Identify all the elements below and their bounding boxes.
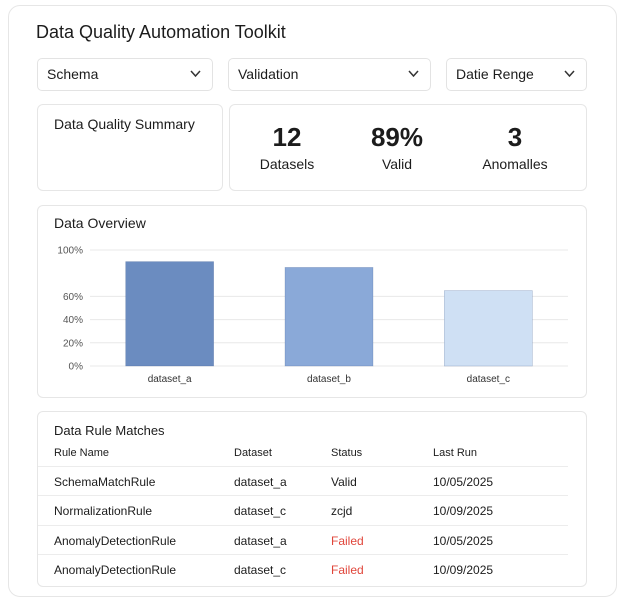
table-cell: 10/05/2025 [433,475,494,489]
table-cell: dataset_c [234,563,287,577]
dropdown-label: Schema [47,66,99,82]
bar [284,267,374,367]
x-tick-label: dataset_a [148,374,192,385]
x-tick-label: dataset_b [307,374,351,385]
dropdown-label: Validation [238,66,299,82]
stat-value: 3 [507,122,523,152]
y-tick-label: 100% [57,246,83,257]
row-separator [38,495,568,496]
table-cell: SchemaMatchRule [54,475,156,489]
table-cell: NormalizationRule [54,504,153,518]
table-cell: 10/09/2025 [433,563,494,577]
status-cell: Failed [331,563,364,577]
chevron [190,70,201,78]
app-title: Data Quality Automation Toolkit [36,22,286,42]
column-header: Status [331,447,363,459]
date-range-dropdown[interactable]: Datie Renge [446,58,587,91]
schema-dropdown[interactable]: Schema [37,58,213,91]
table-cell: dataset_a [234,534,287,548]
y-tick-label: 0% [69,362,84,373]
stat-label: Valid [381,156,413,172]
x-tick-label: dataset_c [467,374,510,385]
chevron [564,70,575,78]
y-tick-label: 20% [63,338,83,349]
y-tick-label: 40% [63,315,83,326]
table-cell: AnomalyDetectionRule [54,563,177,577]
table-card [37,411,587,587]
stat-label: Datasels [259,156,315,172]
table-cell: AnomalyDetectionRule [54,534,177,548]
bar [444,290,533,367]
summary-title: Data Quality Summary [54,116,195,132]
table-title: Data Rule Matches [54,423,165,438]
validation-dropdown[interactable]: Validation [228,58,431,91]
status-cell: Valid [331,475,357,489]
column-header: Dataset [234,447,272,459]
summary-card [37,104,223,191]
y-tick-label: 60% [63,292,83,303]
row-separator [38,525,568,526]
column-header: Last Run [433,447,478,459]
row-separator [38,466,568,467]
chart-title: Data Overview [54,215,146,231]
status-cell: zcjd [331,504,353,518]
chevron [408,70,419,78]
table-cell: dataset_a [234,475,287,489]
row-separator [38,554,568,555]
stat-value: 89% [370,122,424,152]
bar [125,261,214,367]
column-header: Rule Name [54,447,110,459]
status-cell: Failed [331,534,364,548]
table-cell: dataset_c [234,504,287,518]
stat-label: Anomalles [482,156,548,172]
table-cell: 10/09/2025 [433,504,494,518]
dropdown-label: Datie Renge [456,66,534,82]
stat-value: 12 [272,122,302,152]
stats-card [229,104,587,191]
table-cell: 10/05/2025 [433,534,494,548]
